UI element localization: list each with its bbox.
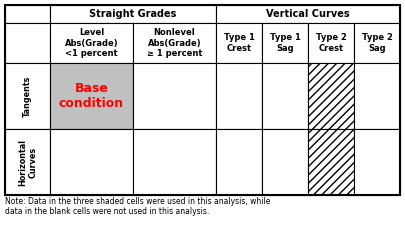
Bar xyxy=(215,63,261,129)
Bar xyxy=(307,23,353,63)
Text: Type 1
Crest: Type 1 Crest xyxy=(223,33,254,53)
Text: Nonlevel
Abs(Grade)
≥ 1 percent: Nonlevel Abs(Grade) ≥ 1 percent xyxy=(146,28,202,58)
Bar xyxy=(353,63,399,129)
Bar xyxy=(5,129,50,195)
Text: Vertical Curves: Vertical Curves xyxy=(266,9,349,19)
Text: Note: Data in the three shaded cells were used in this analysis, while
data in t: Note: Data in the three shaded cells wer… xyxy=(5,197,270,216)
Bar xyxy=(50,129,133,195)
Bar xyxy=(215,5,399,23)
Bar xyxy=(133,23,215,63)
Text: Horizontal
Curves: Horizontal Curves xyxy=(18,139,37,185)
Bar xyxy=(215,129,261,195)
Bar xyxy=(261,23,307,63)
Bar xyxy=(5,63,50,129)
Text: Straight Grades: Straight Grades xyxy=(89,9,176,19)
Text: Type 2
Sag: Type 2 Sag xyxy=(361,33,392,53)
Text: Type 2
Crest: Type 2 Crest xyxy=(315,33,345,53)
Bar xyxy=(307,63,353,129)
Bar xyxy=(50,5,215,23)
Bar xyxy=(5,5,399,195)
Text: Tangents: Tangents xyxy=(23,75,32,117)
Bar xyxy=(50,23,133,63)
Bar xyxy=(5,23,50,63)
Bar xyxy=(133,129,215,195)
Bar xyxy=(353,23,399,63)
Text: Base
condition: Base condition xyxy=(59,82,124,110)
Bar xyxy=(261,129,307,195)
Text: Type 1
Sag: Type 1 Sag xyxy=(269,33,300,53)
Bar xyxy=(133,63,215,129)
Bar xyxy=(307,129,353,195)
Bar xyxy=(353,129,399,195)
Bar xyxy=(50,63,133,129)
Text: Level
Abs(Grade)
<1 percent: Level Abs(Grade) <1 percent xyxy=(64,28,118,58)
Bar xyxy=(5,5,50,23)
Bar xyxy=(261,63,307,129)
Bar xyxy=(215,23,261,63)
